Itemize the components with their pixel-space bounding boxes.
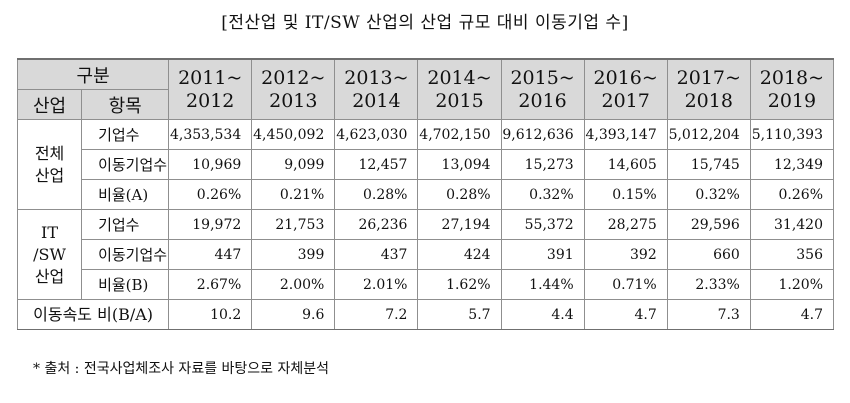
table-title: [전산업 및 IT/SW 산업의 산업 규모 대비 이동기업 수] bbox=[221, 13, 629, 33]
header-year: 2015~ 2016 bbox=[500, 58, 585, 120]
cell: 9,612,636 bbox=[500, 119, 585, 150]
cell: 10,969 bbox=[168, 149, 253, 180]
table-row: IT/SW 산업 기업수 19,972 21,753 26,236 27,194 … bbox=[16, 209, 835, 300]
cell: 29,596 bbox=[666, 209, 751, 240]
cell: 0.28% bbox=[334, 179, 419, 210]
cell: 26,236 bbox=[334, 209, 419, 240]
table-row: 이동기업수 10,969 9,099 12,457 13,094 15,273 … bbox=[18, 149, 835, 180]
cell: 0.71% bbox=[583, 269, 668, 300]
cell: 0.26% bbox=[749, 179, 835, 210]
cell: 1.20% bbox=[749, 269, 835, 300]
table-row: 비율(A) 0.26% 0.21% 0.28% 0.28% 0.32% 0.15… bbox=[18, 179, 835, 210]
header-year: 2018~ 2019 bbox=[749, 58, 835, 120]
cell: 424 bbox=[417, 239, 502, 270]
row-label: 기업수 bbox=[81, 209, 170, 240]
header-year: 2016~ 2017 bbox=[583, 58, 668, 120]
cell: 0.32% bbox=[666, 179, 751, 210]
table-row: 이동속도 비(B/A) 10.2 9.6 7.2 5.7 4.4 4.7 7.3… bbox=[16, 299, 835, 330]
cell: 0.15% bbox=[583, 179, 668, 210]
source-note: * 출처 : 전국사업체조사 자료를 바탕으로 자체분석 bbox=[33, 361, 330, 377]
cell: 437 bbox=[334, 239, 419, 270]
cell: 4,450,092 bbox=[251, 119, 336, 150]
cell: 2.67% bbox=[168, 269, 253, 300]
group-all-industries: 전체 산업 bbox=[16, 119, 83, 210]
cell: 4,353,534 bbox=[168, 119, 253, 150]
row-label: 비율(A) bbox=[81, 179, 170, 210]
cell: 356 bbox=[749, 239, 835, 270]
cell: 0.21% bbox=[251, 179, 336, 210]
row-label: 비율(B) bbox=[81, 269, 170, 300]
header-year: 2013~ 2014 bbox=[334, 58, 419, 120]
cell: 4,702,150 bbox=[417, 119, 502, 150]
header-gubun: 구분 bbox=[16, 58, 170, 90]
cell: 55,372 bbox=[500, 209, 585, 240]
cell: 31,420 bbox=[749, 209, 835, 240]
cell: 12,457 bbox=[334, 149, 419, 180]
header-sanup: 산업 bbox=[16, 89, 83, 120]
row-label: 이동기업수 bbox=[81, 149, 170, 180]
cell: 12,349 bbox=[749, 149, 835, 180]
cell: 2.33% bbox=[666, 269, 751, 300]
header-year: 2012~ 2013 bbox=[251, 58, 336, 120]
cell: 4.7 bbox=[583, 299, 668, 330]
header-year: 2014~ 2015 bbox=[417, 58, 502, 120]
cell: 0.26% bbox=[168, 179, 253, 210]
cell: 5,110,393 bbox=[749, 119, 835, 150]
row-label: 기업수 bbox=[81, 119, 170, 150]
cell: 1.44% bbox=[500, 269, 585, 300]
table-row: 비율(B) 2.67% 2.00% 2.01% 1.62% 1.44% 0.71… bbox=[18, 269, 835, 300]
cell: 2.00% bbox=[251, 269, 336, 300]
cell: 5,012,204 bbox=[666, 119, 751, 150]
cell: 15,273 bbox=[500, 149, 585, 180]
data-table: 구분 2011~ 2012 2012~ 2013 2013~ 2014 2014~ 20… bbox=[16, 58, 835, 330]
cell: 19,972 bbox=[168, 209, 253, 240]
cell: 399 bbox=[251, 239, 336, 270]
table-row: 이동기업수 447 399 437 424 391 392 660 356 bbox=[18, 239, 835, 270]
cell: 14,605 bbox=[583, 149, 668, 180]
cell: 10.2 bbox=[168, 299, 253, 330]
cell: 660 bbox=[666, 239, 751, 270]
cell: 392 bbox=[583, 239, 668, 270]
cell: 9.6 bbox=[251, 299, 336, 330]
speed-ratio-label: 이동속도 비(B/A) bbox=[16, 299, 170, 330]
group-it-sw: IT/SW 산업 bbox=[16, 209, 83, 300]
cell: 13,094 bbox=[417, 149, 502, 180]
cell: 15,745 bbox=[666, 149, 751, 180]
cell: 1.62% bbox=[417, 269, 502, 300]
cell: 21,753 bbox=[251, 209, 336, 240]
header-year: 2017~ 2018 bbox=[666, 58, 751, 120]
cell: 0.32% bbox=[500, 179, 585, 210]
cell: 4,393,147 bbox=[583, 119, 668, 150]
cell: 27,194 bbox=[417, 209, 502, 240]
cell: 5.7 bbox=[417, 299, 502, 330]
cell: 447 bbox=[168, 239, 253, 270]
cell: 4.4 bbox=[500, 299, 585, 330]
cell: 4.7 bbox=[749, 299, 835, 330]
cell: 7.2 bbox=[334, 299, 419, 330]
cell: 0.28% bbox=[417, 179, 502, 210]
row-label: 이동기업수 bbox=[81, 239, 170, 270]
header-year: 2011~ 2012 bbox=[168, 58, 253, 120]
cell: 28,275 bbox=[583, 209, 668, 240]
cell: 7.3 bbox=[666, 299, 751, 330]
cell: 9,099 bbox=[251, 149, 336, 180]
header-hangmok: 항목 bbox=[81, 89, 170, 120]
table-row: 전체 산업 기업수 4,353,534 4,450,092 4,623,030 4… bbox=[16, 119, 835, 210]
cell: 391 bbox=[500, 239, 585, 270]
cell: 2.01% bbox=[334, 269, 419, 300]
cell: 4,623,030 bbox=[334, 119, 419, 150]
